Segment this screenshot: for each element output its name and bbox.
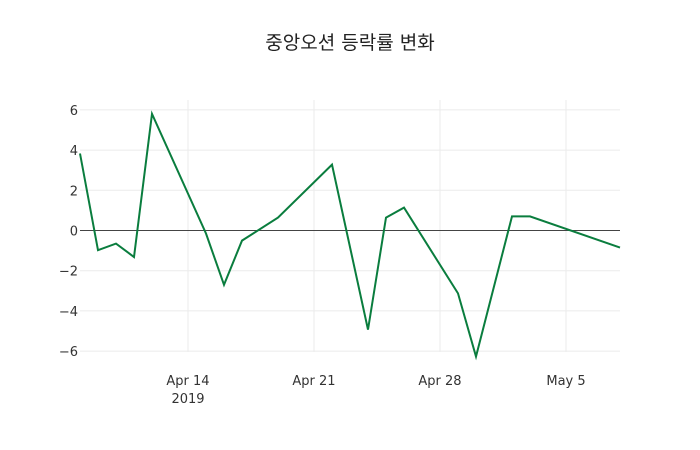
series-line [79, 110, 621, 361]
y-tick-label: 0 [70, 225, 78, 240]
y-tick-label: −6 [59, 345, 78, 360]
y-tick-label: 6 [70, 104, 78, 119]
x-tick-label: Apr 14 [166, 374, 209, 389]
x-tick-label: Apr 28 [418, 374, 461, 389]
x-tick-label: May 5 [546, 374, 585, 389]
y-tick-label: −4 [59, 305, 78, 320]
y-tick-label: 4 [70, 144, 78, 159]
x-tick-label: Apr 21 [292, 374, 335, 389]
y-tick-label: 2 [70, 184, 78, 199]
y-tick-label: −2 [59, 265, 78, 280]
chart-title: 중앙오션 등락률 변화 [265, 32, 435, 54]
x-tick-year-label: 2019 [171, 392, 204, 407]
